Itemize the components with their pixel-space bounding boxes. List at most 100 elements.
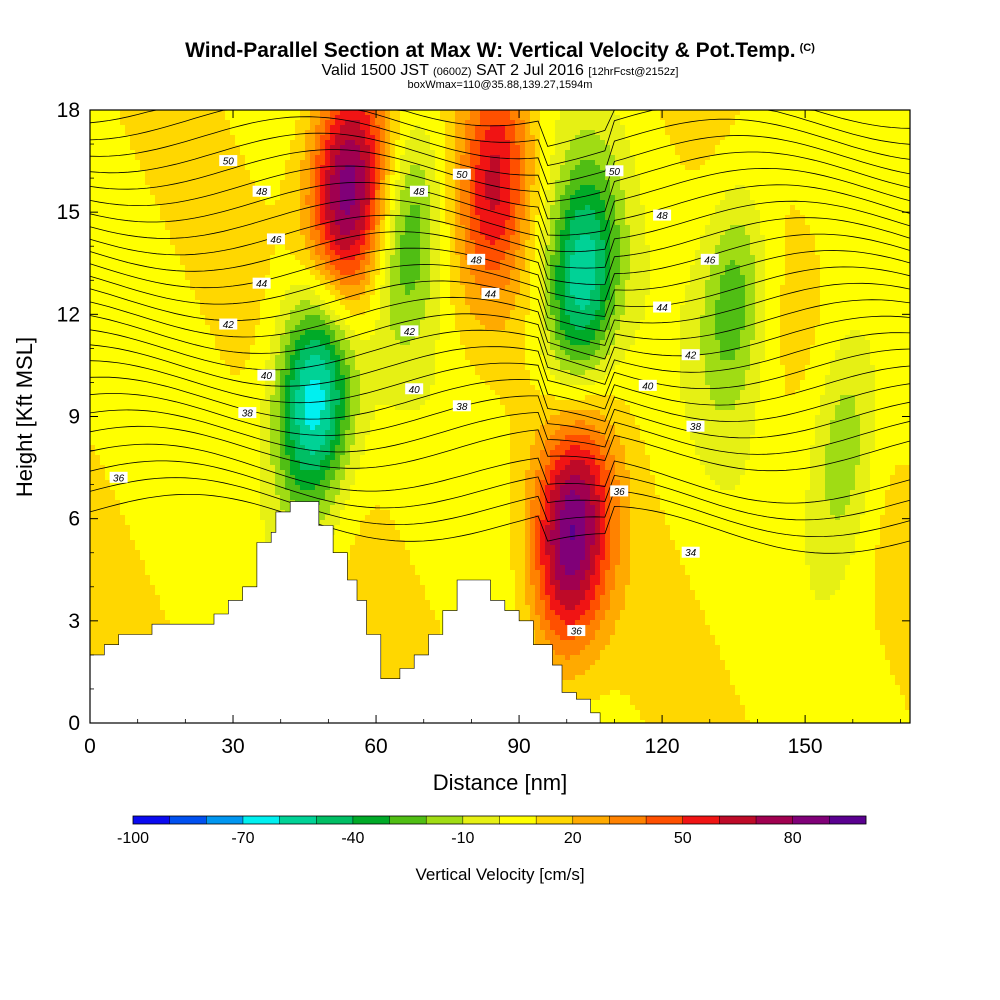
velocity-cell xyxy=(845,135,850,140)
velocity-cell xyxy=(655,200,660,205)
velocity-cell xyxy=(625,125,630,130)
velocity-cell xyxy=(370,170,375,175)
velocity-cell xyxy=(105,125,110,130)
velocity-cell xyxy=(135,175,140,180)
velocity-cell xyxy=(600,175,605,180)
velocity-cell xyxy=(720,145,725,150)
velocity-cell xyxy=(680,135,685,140)
velocity-cell xyxy=(515,150,520,155)
velocity-cell xyxy=(270,140,275,145)
velocity-cell xyxy=(820,180,825,185)
velocity-cell xyxy=(465,115,470,120)
velocity-cell xyxy=(730,195,735,200)
velocity-cell xyxy=(385,160,390,165)
velocity-cell xyxy=(510,115,515,120)
velocity-cell xyxy=(765,175,770,180)
velocity-cell xyxy=(450,180,455,185)
velocity-cell xyxy=(285,130,290,135)
velocity-cell xyxy=(630,190,635,195)
velocity-cell xyxy=(605,130,610,135)
velocity-cell xyxy=(795,175,800,180)
velocity-cell xyxy=(520,145,525,150)
velocity-cell xyxy=(170,110,175,115)
velocity-cell xyxy=(425,170,430,175)
velocity-cell xyxy=(150,200,155,205)
velocity-cell xyxy=(640,135,645,140)
velocity-cell xyxy=(205,140,210,145)
velocity-cell xyxy=(435,160,440,165)
velocity-cell xyxy=(780,170,785,175)
velocity-cell xyxy=(770,175,775,180)
velocity-cell xyxy=(100,155,105,160)
velocity-cell xyxy=(230,190,235,195)
velocity-cell xyxy=(240,140,245,145)
velocity-cell xyxy=(670,150,675,155)
velocity-cell xyxy=(330,175,335,180)
velocity-cell xyxy=(125,190,130,195)
velocity-cell xyxy=(815,140,820,145)
velocity-cell xyxy=(345,150,350,155)
velocity-cell xyxy=(530,115,535,120)
velocity-cell xyxy=(495,185,500,190)
velocity-cell xyxy=(525,160,530,165)
velocity-cell xyxy=(240,120,245,125)
velocity-cell xyxy=(770,155,775,160)
velocity-cell xyxy=(625,165,630,170)
velocity-cell xyxy=(460,195,465,200)
velocity-cell xyxy=(280,180,285,185)
velocity-cell xyxy=(560,190,565,195)
velocity-cell xyxy=(100,160,105,165)
velocity-cell xyxy=(95,140,100,145)
velocity-cell xyxy=(285,185,290,190)
velocity-cell xyxy=(540,115,545,120)
velocity-cell xyxy=(360,200,365,205)
velocity-cell xyxy=(815,195,820,200)
velocity-cell xyxy=(630,165,635,170)
velocity-cell xyxy=(650,160,655,165)
velocity-cell xyxy=(875,110,880,115)
velocity-cell xyxy=(195,125,200,130)
velocity-cell xyxy=(370,185,375,190)
velocity-cell xyxy=(155,140,160,145)
velocity-cell xyxy=(335,180,340,185)
velocity-cell xyxy=(405,190,410,195)
velocity-cell xyxy=(730,190,735,195)
velocity-cell xyxy=(190,125,195,130)
velocity-cell xyxy=(575,110,580,115)
velocity-cell xyxy=(190,185,195,190)
velocity-cell xyxy=(130,165,135,170)
velocity-cell xyxy=(300,200,305,205)
velocity-cell xyxy=(825,140,830,145)
velocity-cell xyxy=(685,195,690,200)
velocity-cell xyxy=(155,190,160,195)
velocity-cell xyxy=(625,185,630,190)
velocity-cell xyxy=(245,175,250,180)
velocity-cell xyxy=(125,125,130,130)
velocity-cell xyxy=(105,180,110,185)
velocity-cell xyxy=(705,110,710,115)
velocity-cell xyxy=(265,115,270,120)
velocity-cell xyxy=(675,155,680,160)
velocity-cell xyxy=(890,160,895,165)
velocity-cell xyxy=(885,170,890,175)
velocity-cell xyxy=(265,200,270,205)
velocity-cell xyxy=(645,135,650,140)
velocity-cell xyxy=(850,160,855,165)
velocity-cell xyxy=(375,170,380,175)
velocity-cell xyxy=(630,120,635,125)
velocity-cell xyxy=(450,110,455,115)
velocity-cell xyxy=(855,155,860,160)
velocity-cell xyxy=(385,170,390,175)
velocity-cell xyxy=(160,135,165,140)
velocity-cell xyxy=(170,150,175,155)
velocity-cell xyxy=(705,125,710,130)
velocity-cell xyxy=(295,180,300,185)
velocity-cell xyxy=(720,185,725,190)
velocity-cell xyxy=(530,185,535,190)
velocity-cell xyxy=(95,150,100,155)
velocity-cell xyxy=(645,175,650,180)
velocity-cell xyxy=(595,135,600,140)
velocity-cell xyxy=(845,175,850,180)
velocity-cell xyxy=(520,110,525,115)
velocity-cell xyxy=(385,125,390,130)
